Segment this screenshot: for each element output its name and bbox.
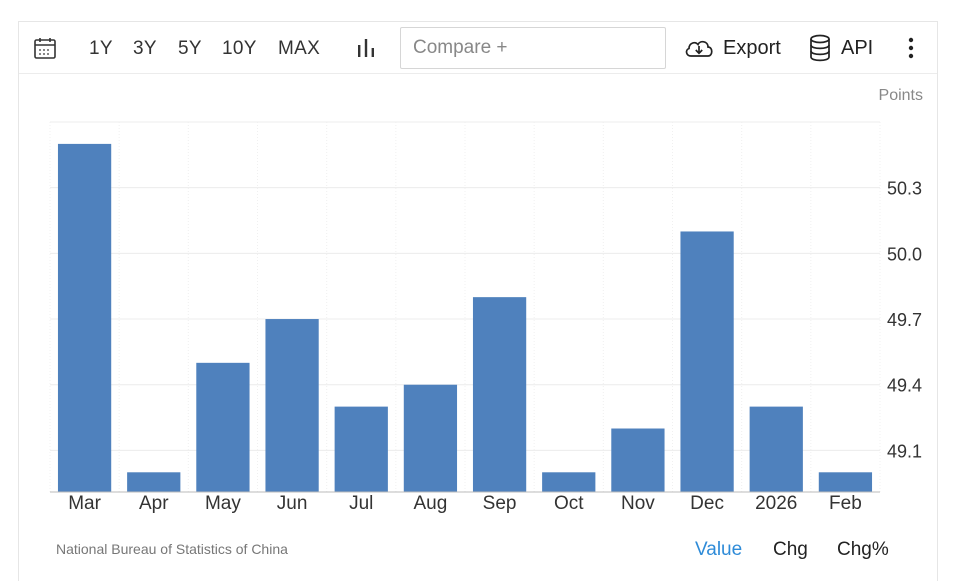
range-3y-button[interactable]: 3Y bbox=[133, 38, 157, 59]
source-label: National Bureau of Statistics of China bbox=[56, 541, 288, 557]
mode-chg-percent-button[interactable]: Chg% bbox=[837, 539, 889, 560]
x-tick-label: Dec bbox=[690, 493, 724, 514]
bar-chart-icon[interactable] bbox=[355, 37, 377, 59]
more-vertical-icon[interactable] bbox=[905, 36, 917, 60]
x-tick-label: Apr bbox=[139, 493, 169, 514]
calendar-icon[interactable] bbox=[33, 36, 57, 60]
y-axis-unit-label: Points bbox=[878, 87, 923, 104]
range-10y-button[interactable]: 10Y bbox=[222, 38, 257, 59]
bar-chart: Mar Apr May Jun Jul Aug Sep Oct Nov Dec 2026 Feb 49.… bbox=[49, 121, 922, 514]
api-button[interactable]: API bbox=[808, 34, 873, 62]
range-max-button[interactable]: MAX bbox=[278, 38, 321, 59]
x-tick-label: Feb bbox=[829, 493, 862, 514]
bar-may bbox=[196, 362, 250, 492]
bar-apr bbox=[127, 472, 181, 492]
range-1y-button[interactable]: 1Y bbox=[89, 38, 113, 59]
cloud-download-icon bbox=[685, 40, 713, 57]
bar-dec bbox=[680, 231, 734, 492]
chart-widget: 1Y 3Y 5Y 10Y MAX Export bbox=[18, 21, 938, 581]
compare-field[interactable] bbox=[400, 27, 666, 69]
x-tick-label: Jun bbox=[277, 493, 308, 514]
x-tick-label: Jul bbox=[349, 493, 373, 514]
x-tick-label: 2026 bbox=[755, 493, 797, 514]
api-label: API bbox=[841, 36, 874, 59]
export-label: Export bbox=[723, 36, 781, 59]
y-tick-label: 50.3 bbox=[887, 179, 922, 199]
x-tick-label: Sep bbox=[483, 493, 517, 514]
chart-toolbar: 1Y 3Y 5Y 10Y MAX Export bbox=[19, 22, 937, 74]
range-5y-button[interactable]: 5Y bbox=[178, 38, 202, 59]
database-icon bbox=[810, 34, 830, 62]
bar-mar bbox=[57, 143, 112, 492]
x-tick-label: Aug bbox=[414, 493, 448, 514]
bar-oct bbox=[542, 472, 596, 492]
x-tick-label: May bbox=[205, 493, 241, 514]
bar-2026 bbox=[749, 406, 803, 492]
bar-jun bbox=[265, 319, 319, 492]
mode-value-button[interactable]: Value bbox=[695, 539, 743, 560]
y-tick-label: 49.7 bbox=[887, 310, 922, 330]
x-tick-label: Oct bbox=[554, 493, 584, 514]
x-tick-label: Mar bbox=[68, 493, 101, 514]
x-tick-label: Nov bbox=[621, 493, 655, 514]
bar-nov bbox=[611, 428, 665, 492]
bar-feb bbox=[818, 472, 873, 492]
export-button[interactable]: Export bbox=[683, 35, 781, 61]
y-tick-label: 50.0 bbox=[887, 244, 922, 264]
bar-aug bbox=[403, 384, 458, 492]
bar-sep bbox=[472, 297, 527, 492]
mode-chg-button[interactable]: Chg bbox=[773, 539, 808, 560]
y-tick-label: 49.4 bbox=[887, 376, 922, 396]
y-tick-label: 49.1 bbox=[887, 441, 922, 461]
compare-input[interactable] bbox=[401, 28, 665, 68]
bar-jul bbox=[334, 406, 388, 492]
